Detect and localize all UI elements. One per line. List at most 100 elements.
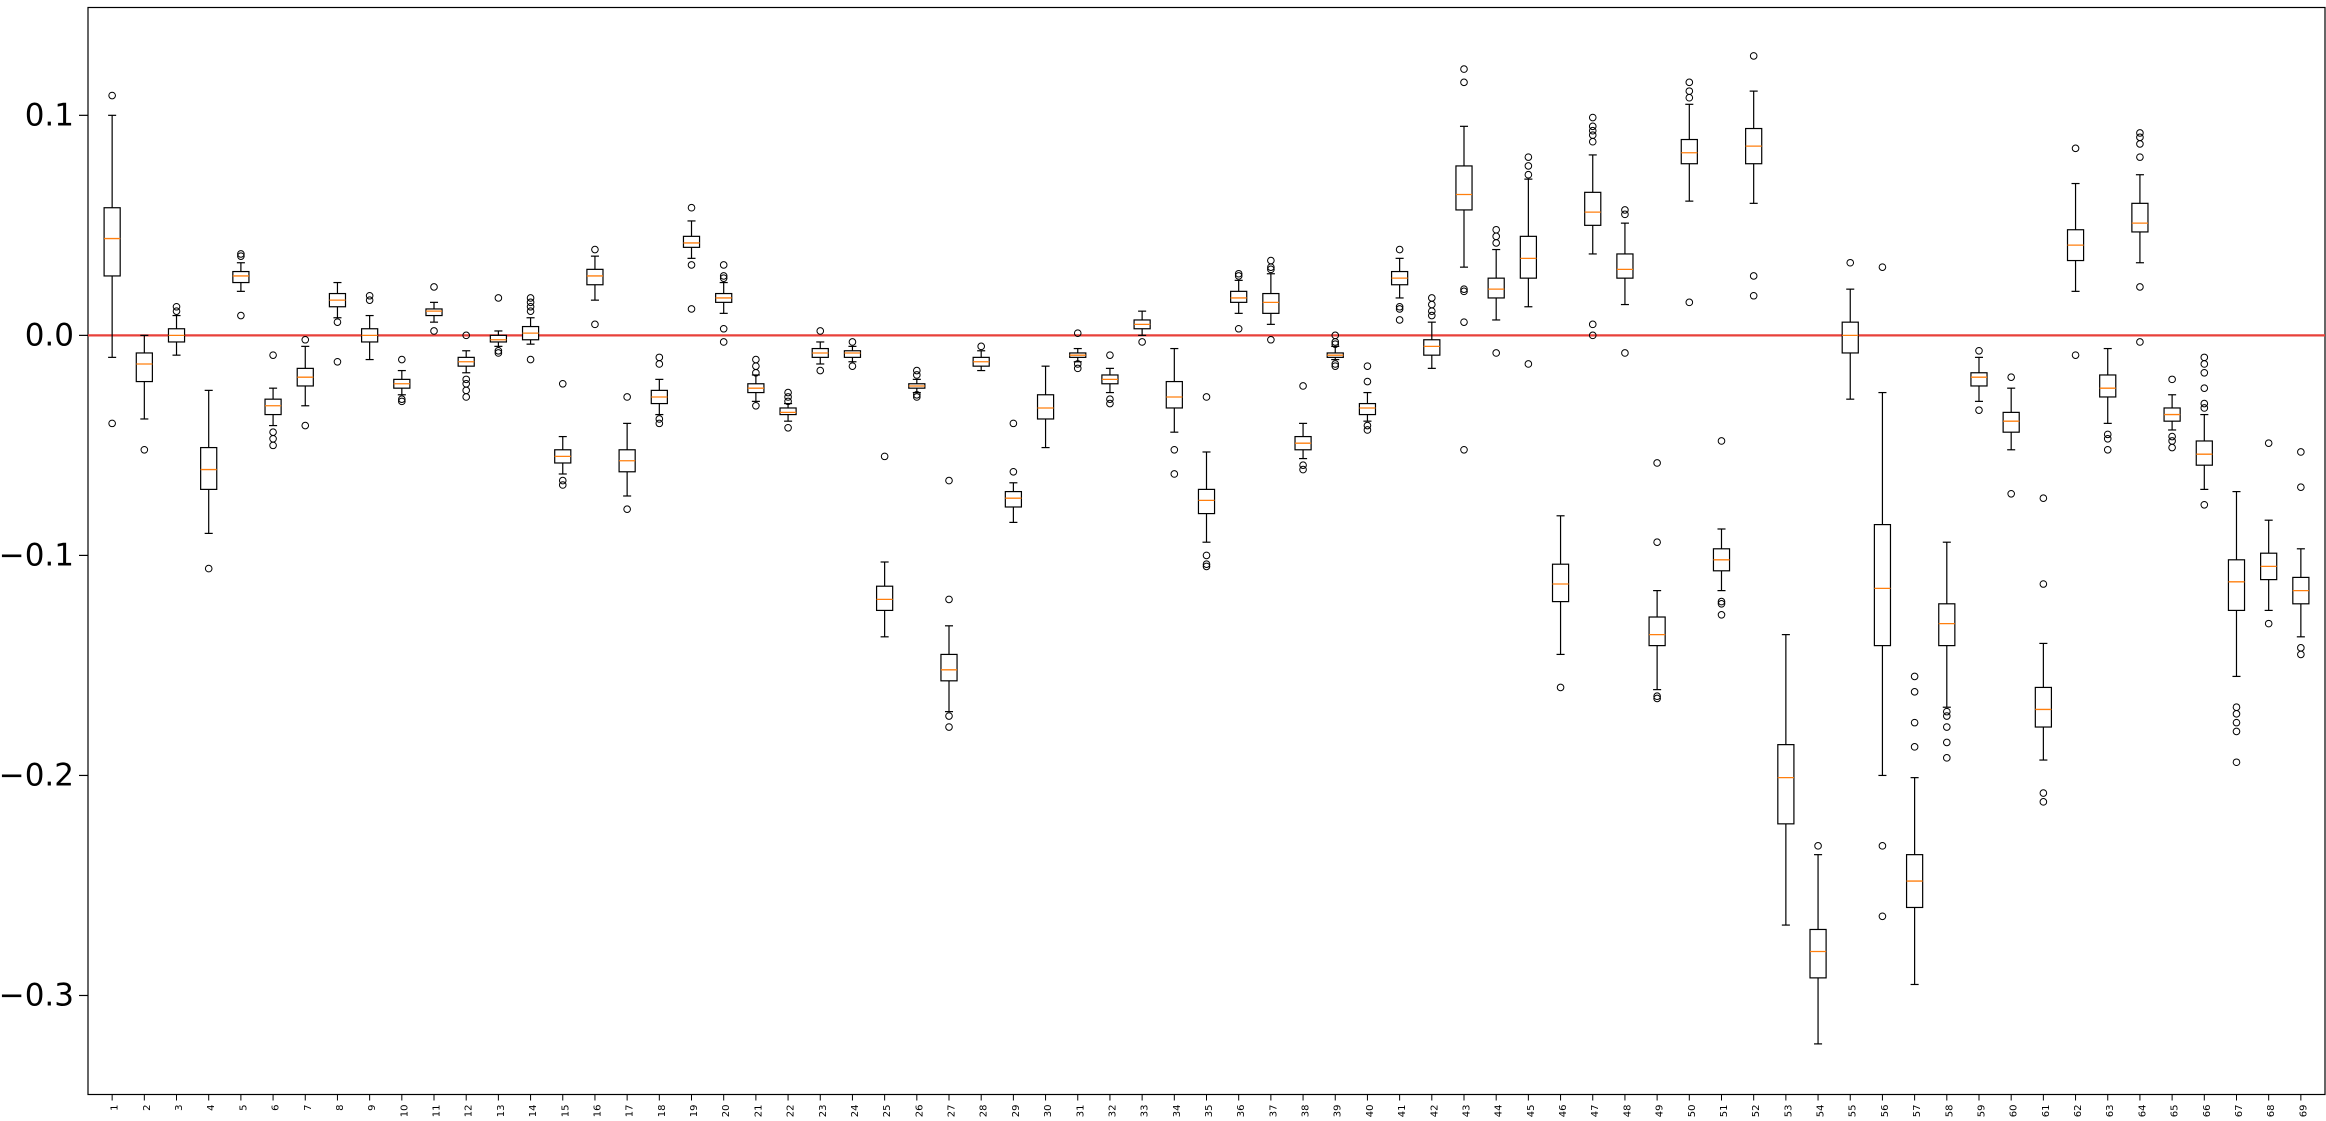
box-69 [2292, 448, 2310, 659]
outlier-point [462, 379, 470, 388]
outlier-point [430, 327, 438, 335]
outlier-point [1395, 305, 1404, 313]
box-16 [586, 245, 604, 329]
x-tick-label: 31 [1075, 1105, 1086, 1118]
box-iqr [1230, 290, 1248, 303]
outlier-point [365, 291, 374, 300]
x-axis: 1 2 3 4 5 6 7 8 9 10 11 12 13 14 15 16 17 18 19 20 21 22 23 24 2… [110, 1094, 2309, 1118]
x-tick-label: 45 [1526, 1105, 1537, 1118]
outlier-point [108, 91, 116, 100]
box-iqr [200, 446, 218, 490]
outlier-point [687, 261, 696, 269]
box-43 [1455, 65, 1473, 454]
box-iqr [2099, 374, 2117, 398]
box-iqr [1680, 138, 1698, 165]
x-tick-label: 66 [2202, 1105, 2213, 1118]
box-iqr [2227, 559, 2246, 612]
outlier-point [623, 505, 631, 513]
x-tick-label: 67 [2234, 1105, 2245, 1118]
outlier-point [752, 368, 760, 377]
outlier-point [108, 419, 116, 428]
outlier-point [1363, 421, 1372, 430]
x-tick-label: 38 [1301, 1105, 1312, 1118]
box-39 [1326, 331, 1344, 370]
outlier-point [462, 386, 470, 395]
outlier-point [1202, 551, 1211, 560]
outlier-point [977, 342, 985, 351]
outlier-point [1749, 272, 1758, 280]
outlier-point [1234, 324, 1243, 333]
x-tick-label: 65 [2170, 1105, 2181, 1118]
box-iqr [2195, 440, 2213, 466]
box-26 [908, 366, 926, 401]
x-tick-label: 42 [1429, 1105, 1440, 1118]
outlier-point [1138, 338, 1146, 346]
outlier-point [1234, 272, 1243, 280]
x-tick-label: 60 [2009, 1105, 2020, 1118]
outlier-point [687, 305, 696, 313]
outlier-point [1621, 210, 1629, 219]
x-tick-label: 51 [1719, 1105, 1730, 1118]
outlier-point [2103, 434, 2112, 443]
box-iqr [1938, 603, 1956, 647]
outlier-point [2200, 353, 2209, 362]
x-tick-label: 25 [882, 1105, 893, 1118]
outlier-point [237, 252, 245, 260]
outlier-point [2039, 798, 2048, 806]
box-18 [650, 353, 668, 428]
outlier-point [1910, 688, 1919, 696]
x-tick-label: 24 [850, 1105, 861, 1118]
outlier-point [558, 476, 567, 485]
box-iqr [940, 653, 958, 682]
outlier-point [1943, 723, 1951, 731]
outlier-point [752, 355, 760, 364]
x-tick-label: 43 [1461, 1105, 1472, 1118]
outlier-point [1202, 562, 1211, 571]
outlier-point [1009, 467, 1018, 476]
box-iqr [1165, 380, 1183, 409]
y-tick-label: −0.2 [0, 757, 74, 793]
outlier-point [1653, 694, 1661, 703]
outlier-point [2039, 494, 2048, 502]
outlier-point [204, 564, 213, 573]
box-8 [328, 281, 347, 366]
x-tick-label: 46 [1558, 1105, 1569, 1118]
x-tick-label: 36 [1236, 1105, 1247, 1118]
outlier-point [1846, 258, 1855, 267]
outlier-point [398, 355, 406, 364]
outlier-point [848, 338, 857, 346]
outlier-point [591, 245, 599, 254]
outlier-point [1267, 335, 1275, 344]
box-iqr [489, 334, 508, 343]
x-tick-label: 53 [1783, 1105, 1794, 1118]
x-tick-label: 27 [947, 1105, 958, 1118]
outlier-point [913, 393, 921, 401]
outlier-point [784, 393, 792, 401]
outlier-point [1621, 349, 1629, 357]
x-tick-label: 13 [496, 1105, 507, 1118]
outlier-point [2071, 351, 2080, 359]
outlier-point [784, 397, 792, 406]
outlier-point [2200, 404, 2209, 412]
outlier-point [784, 423, 792, 432]
outlier-point [398, 397, 406, 406]
outlier-point [784, 388, 792, 397]
outlier-point [558, 379, 567, 388]
outlier-point [1492, 239, 1500, 247]
x-tick-label: 29 [1011, 1105, 1022, 1118]
x-tick-label: 55 [1848, 1105, 1859, 1118]
outlier-point [1878, 842, 1887, 850]
x-tick-label: 32 [1107, 1105, 1118, 1118]
outlier-point [945, 712, 953, 720]
outlier-point [1267, 256, 1275, 265]
outlier-point [2168, 375, 2176, 384]
outlier-point [2264, 619, 2273, 628]
outlier-point [269, 441, 277, 450]
box-31 [1069, 329, 1087, 373]
box-7 [296, 335, 314, 430]
x-tick-label: 15 [560, 1105, 571, 1118]
outlier-point [1685, 298, 1694, 307]
box-67 [2227, 490, 2246, 767]
box-65 [2163, 375, 2181, 452]
